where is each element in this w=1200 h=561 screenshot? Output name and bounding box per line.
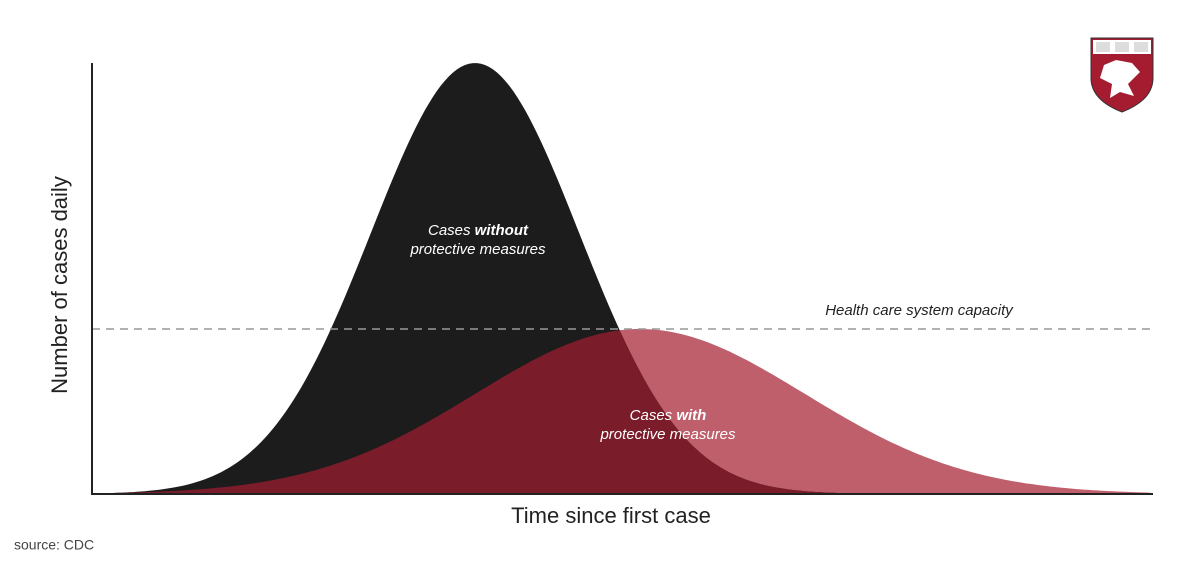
curve-label: Cases with bbox=[630, 407, 707, 424]
curve-label: protective measures bbox=[599, 426, 736, 443]
capacity-label: Health care system capacity bbox=[825, 302, 1014, 319]
label-emphasis: without bbox=[475, 222, 529, 239]
label-emphasis: with bbox=[676, 407, 706, 424]
logo bbox=[1090, 37, 1154, 113]
source-note: source: CDC bbox=[14, 537, 94, 553]
label-start: Cases bbox=[630, 407, 677, 424]
curve-label: protective measures bbox=[409, 241, 546, 258]
curve-label: Cases without bbox=[428, 222, 529, 239]
y-axis-label: Number of cases daily bbox=[47, 176, 72, 394]
label-start: Cases bbox=[428, 222, 475, 239]
x-axis-label: Time since first case bbox=[511, 503, 711, 528]
curve-without-measures bbox=[93, 63, 1150, 494]
